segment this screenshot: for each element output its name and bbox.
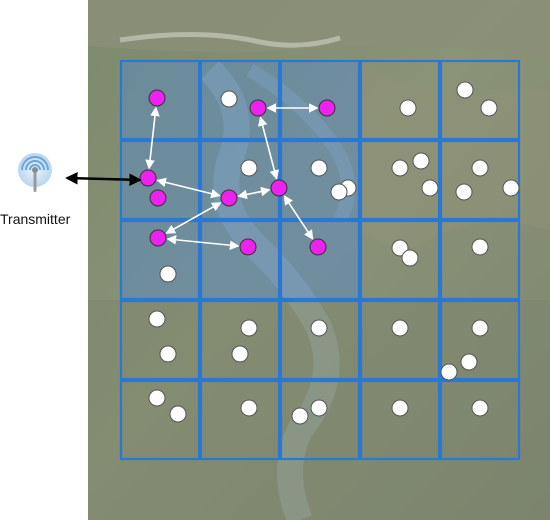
idle-node: [169, 405, 187, 423]
link-arrow: [156, 177, 221, 199]
node-links: [145, 103, 319, 250]
active-node: [149, 189, 167, 207]
link-arrow: [257, 116, 280, 180]
idle-node: [440, 363, 458, 381]
idle-node: [399, 99, 417, 117]
grid-cell: [359, 139, 441, 221]
idle-node: [502, 179, 520, 197]
active-node: [318, 99, 336, 117]
transmitter-label: Transmitter: [0, 211, 71, 227]
grid-cell: [439, 139, 521, 221]
grid-cell: [439, 299, 521, 381]
active-node: [239, 238, 257, 256]
grid-cell: [439, 379, 521, 461]
idle-node: [471, 238, 489, 256]
idle-node: [240, 399, 258, 417]
transmitter-link: [65, 172, 142, 186]
grid-cell: [199, 59, 281, 141]
active-node: [309, 238, 327, 256]
grid-cell: [279, 379, 361, 461]
idle-node: [471, 159, 489, 177]
grid-cell: [439, 59, 521, 141]
idle-node: [220, 90, 238, 108]
idle-node: [421, 179, 439, 197]
grid-cell: [119, 59, 201, 141]
idle-node: [455, 183, 473, 201]
idle-node: [310, 159, 328, 177]
idle-node: [159, 265, 177, 283]
active-node: [149, 229, 167, 247]
link-arrow: [283, 195, 314, 240]
idle-node: [231, 345, 249, 363]
idle-node: [240, 159, 258, 177]
grid-cell: [359, 219, 441, 301]
idle-node: [391, 319, 409, 337]
idle-node: [480, 99, 498, 117]
idle-node: [310, 319, 328, 337]
active-node: [249, 99, 267, 117]
idle-node: [412, 152, 430, 170]
idle-node: [159, 345, 177, 363]
active-node: [148, 89, 166, 107]
active-node: [270, 179, 288, 197]
map-background: [88, 0, 550, 520]
grid-cell: [119, 219, 201, 301]
idle-node: [471, 399, 489, 417]
idle-node: [391, 399, 409, 417]
idle-node: [310, 399, 328, 417]
grid-cell: [279, 219, 361, 301]
grid-cells: [119, 59, 521, 461]
grid-cell: [279, 299, 361, 381]
link-arrow: [237, 186, 271, 200]
idle-node: [471, 319, 489, 337]
idle-node: [391, 159, 409, 177]
grid-cell: [199, 379, 281, 461]
idle-node: [460, 353, 478, 371]
grid-cell: [439, 219, 521, 301]
grid-cell: [279, 59, 361, 141]
grid-cell: [359, 299, 441, 381]
idle-node: [240, 319, 258, 337]
idle-nodes: [148, 81, 520, 425]
grid-cell: [119, 299, 201, 381]
idle-node: [148, 389, 166, 407]
grid-cell: [199, 299, 281, 381]
grid-cell: [119, 379, 201, 461]
idle-node: [291, 407, 309, 425]
grid-cell: [199, 219, 281, 301]
active-nodes: [139, 89, 336, 256]
link-arrow: [145, 106, 160, 170]
antenna-icon: [18, 153, 52, 192]
grid-cell: [359, 379, 441, 461]
grid-cell: [359, 59, 441, 141]
link-arrow: [165, 202, 222, 234]
active-node: [139, 169, 157, 187]
idle-node: [148, 310, 166, 328]
idle-node: [456, 81, 474, 99]
link-arrow: [166, 235, 240, 250]
idle-node: [330, 183, 348, 201]
idle-node: [401, 249, 419, 267]
active-node: [220, 189, 238, 207]
